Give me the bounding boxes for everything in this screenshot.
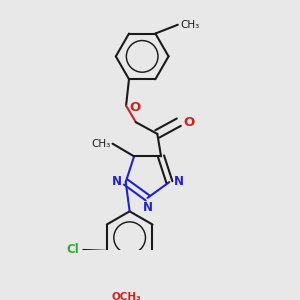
Text: N: N <box>142 201 153 214</box>
Text: N: N <box>111 175 122 188</box>
Text: CH₃: CH₃ <box>92 139 111 149</box>
Text: O: O <box>184 116 195 129</box>
Text: N: N <box>174 175 184 188</box>
Text: CH₃: CH₃ <box>181 20 200 30</box>
Text: OCH₃: OCH₃ <box>112 292 142 300</box>
Text: O: O <box>129 101 140 114</box>
Text: Cl: Cl <box>67 243 80 256</box>
